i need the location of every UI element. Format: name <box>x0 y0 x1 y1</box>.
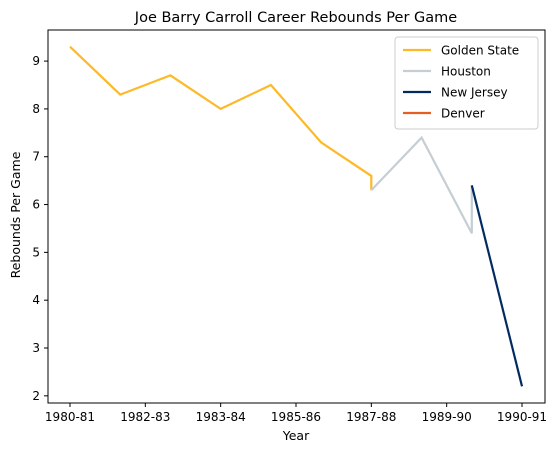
x-axis-label: Year <box>282 428 310 443</box>
x-tick-label: 1980-81 <box>45 410 95 424</box>
legend: Golden State Houston New Jersey Denver <box>394 36 539 130</box>
plot-frame <box>47 29 546 404</box>
x-tick-label: 1990-91 <box>497 410 547 424</box>
x-tick-label: 1989-90 <box>422 410 472 424</box>
legend-box <box>394 36 539 130</box>
series-line-houston <box>370 135 473 234</box>
y-tick-label: 6 <box>32 198 40 212</box>
x-tick-label: 1985-86 <box>271 410 321 424</box>
x-tick-label: 1983-84 <box>196 410 246 424</box>
y-tick-label: 4 <box>32 293 40 307</box>
legend-label: Denver <box>441 107 485 121</box>
axis-ticks: 1980-81 1982-83 1983-84 1985-86 1987-88 1989-… <box>32 54 547 424</box>
y-tick-label: 7 <box>32 150 40 164</box>
chart-title: Joe Barry Carroll Career Rebounds Per Ga… <box>134 10 457 26</box>
series-line-new-jersey <box>470 185 524 387</box>
y-tick-label: 3 <box>32 341 40 355</box>
legend-label: New Jersey <box>441 86 508 100</box>
x-tick-label: 1987-88 <box>346 410 396 424</box>
y-tick-label: 8 <box>32 102 40 116</box>
legend-label: Houston <box>441 65 491 79</box>
series-lines <box>69 45 524 387</box>
y-tick-label: 9 <box>32 54 40 68</box>
y-tick-label: 2 <box>32 389 40 403</box>
legend-label: Golden State <box>441 44 519 58</box>
y-axis-label: Rebounds Per Game <box>8 151 23 278</box>
series-line-golden-state <box>69 45 373 191</box>
y-tick-label: 5 <box>32 245 40 259</box>
x-tick-label: 1982-83 <box>120 410 170 424</box>
